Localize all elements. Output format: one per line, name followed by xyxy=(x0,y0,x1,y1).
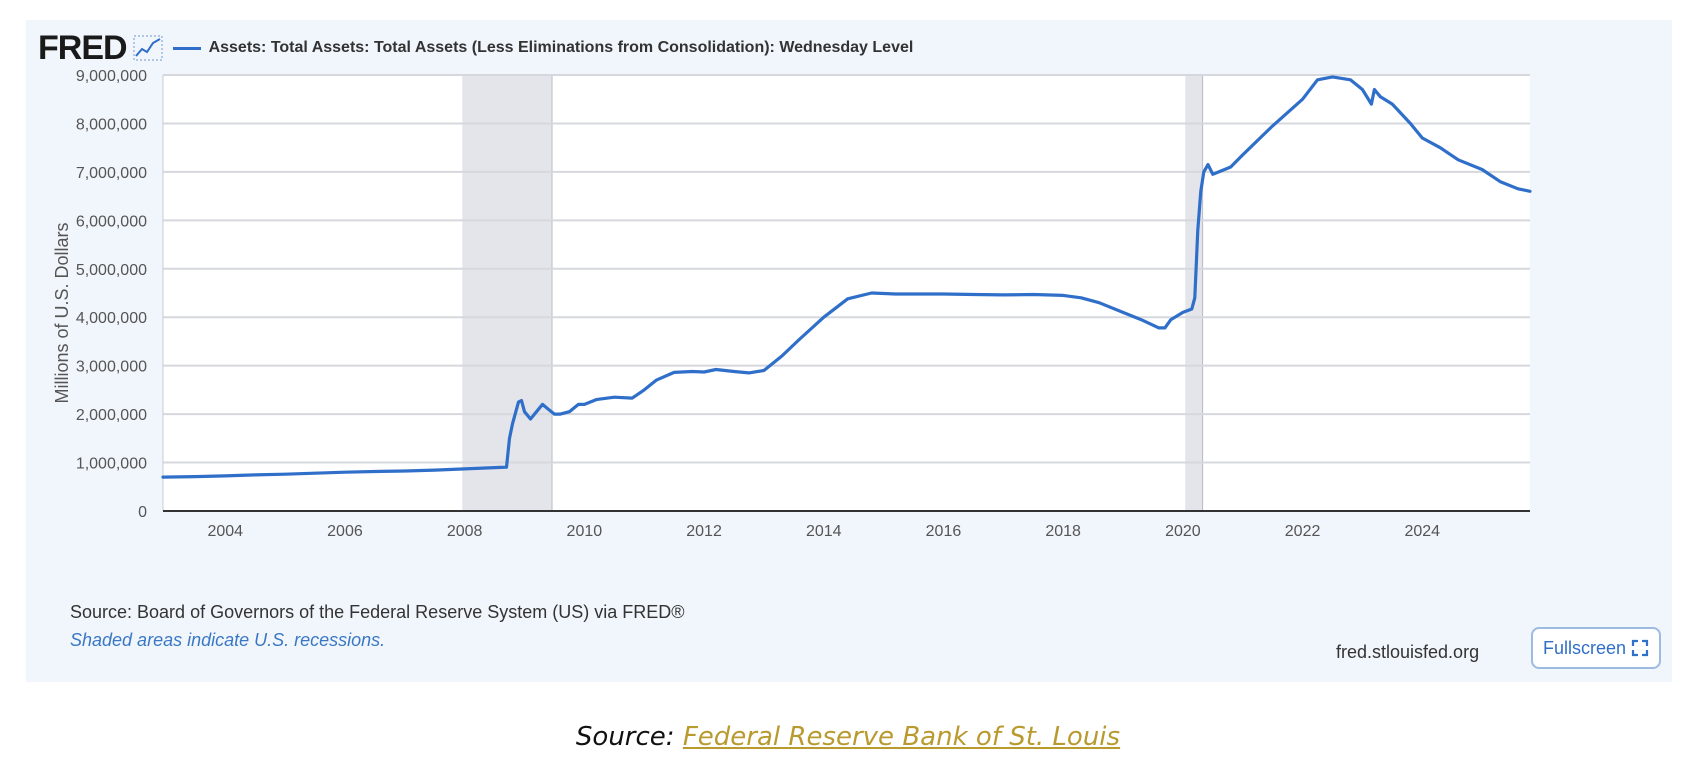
y-tick-label: 3,000,000 xyxy=(76,359,147,376)
x-tick-label: 2012 xyxy=(686,523,722,540)
source-text: Source: Board of Governors of the Federa… xyxy=(70,602,685,622)
fred-graph-panel: 0 1,000,000 2,000,000 3,000,000 4,000,000 5,0… xyxy=(26,20,1672,682)
y-tick-label: 0 xyxy=(138,504,147,521)
x-tick-label: 2004 xyxy=(207,523,243,540)
x-tick-label: 2022 xyxy=(1285,523,1321,540)
y-tick-label: 8,000,000 xyxy=(76,116,147,133)
y-tick-label: 9,000,000 xyxy=(76,68,147,85)
line-graph-icon xyxy=(132,35,163,61)
x-tick-label: 2010 xyxy=(567,523,603,540)
x-tick-label: 2020 xyxy=(1165,523,1201,540)
fred-logo[interactable]: FRED xyxy=(38,28,128,67)
x-tick-label: 2006 xyxy=(327,523,363,540)
caption-prefix: Source: xyxy=(575,722,683,752)
series-line-0 xyxy=(161,75,1532,479)
y-tick-label: 7,000,000 xyxy=(76,165,147,182)
y-tick-label: 6,000,000 xyxy=(76,213,147,230)
y-tick-label: 4,000,000 xyxy=(76,310,147,327)
expand-icon xyxy=(1631,639,1649,657)
header-row: FRED Assets: Total Assets: Total Assets … xyxy=(38,28,913,68)
recession-note: Shaded areas indicate U.S. recessions. xyxy=(70,630,386,650)
caption: Source: Federal Reserve Bank of St. Loui… xyxy=(0,722,1696,752)
recession-band-0 xyxy=(462,75,553,511)
fred-url: fred.stlouisfed.org xyxy=(1336,642,1480,662)
fullscreen-button[interactable]: Fullscreen xyxy=(1531,627,1661,669)
y-tick-label: 5,000,000 xyxy=(76,262,147,279)
y-axis-title: Millions of U.S. Dollars xyxy=(52,222,72,403)
y-tick-label: 1,000,000 xyxy=(76,456,147,473)
x-tick-label: 2008 xyxy=(447,523,483,540)
caption-source-link[interactable]: Federal Reserve Bank of St. Louis xyxy=(682,722,1121,752)
x-tick-label: 2016 xyxy=(926,523,962,540)
x-tick-label: 2024 xyxy=(1404,523,1440,540)
x-tick-label: 2018 xyxy=(1045,523,1081,540)
x-tick-label: 2014 xyxy=(806,523,842,540)
chart-svg: 0 1,000,000 2,000,000 3,000,000 4,000,000 5,0… xyxy=(52,68,1532,540)
y-tick-label: 2,000,000 xyxy=(76,407,147,424)
legend-label: Assets: Total Assets: Total Assets (Less… xyxy=(208,39,914,56)
plot-background xyxy=(163,75,1530,511)
fullscreen-label: Fullscreen xyxy=(1542,637,1627,658)
legend-swatch xyxy=(172,46,201,50)
